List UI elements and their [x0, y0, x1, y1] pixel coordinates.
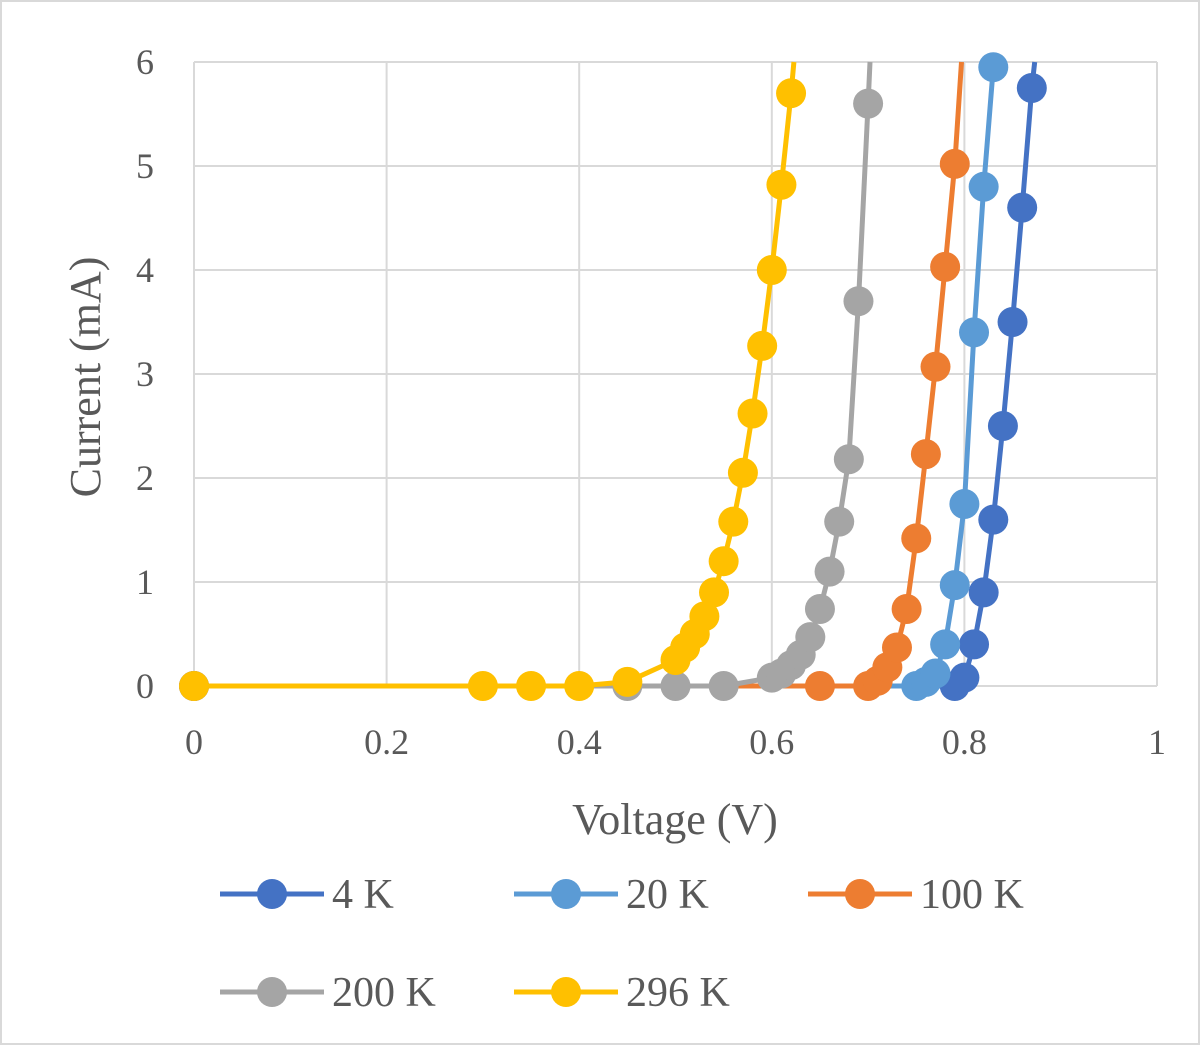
x-axis-title: Voltage (V) [572, 795, 778, 844]
data-point [727, 457, 758, 488]
series-296k [179, 61, 807, 701]
data-point [853, 88, 884, 119]
legend: 4 K 20 K 100 K 200 K 296 K [220, 872, 1024, 1016]
legend-label: 296 K [626, 970, 730, 1016]
x-tick-label: 0.2 [364, 722, 409, 762]
data-point [699, 577, 730, 608]
data-point [747, 330, 778, 361]
series-20k [179, 52, 1009, 701]
data-point [795, 622, 826, 653]
y-tick-label: 4 [136, 250, 154, 290]
data-point [564, 671, 595, 701]
data-point [949, 489, 980, 519]
x-tick-label: 0.8 [942, 722, 987, 762]
data-point [766, 169, 797, 200]
data-point [959, 629, 990, 660]
data-point [968, 171, 999, 202]
y-tick-label: 5 [136, 146, 154, 186]
data-point [843, 286, 874, 317]
data-point [901, 523, 932, 554]
data-point [939, 148, 970, 179]
legend-marker [257, 977, 287, 1007]
plot-series [179, 52, 1047, 701]
data-point [1016, 73, 1047, 103]
x-tick-label: 0.6 [749, 722, 794, 762]
series-4k [179, 61, 1047, 701]
data-point [920, 351, 951, 382]
data-point [824, 506, 855, 537]
y-axis-title: Current (mA) [61, 257, 110, 498]
legend-label: 200 K [332, 970, 436, 1016]
legend-entry: 4 K [220, 872, 394, 918]
x-tick-label: 0.4 [557, 722, 602, 762]
data-point [689, 601, 720, 632]
data-point [718, 506, 749, 537]
data-point [708, 546, 739, 577]
data-point [920, 658, 951, 689]
data-point [968, 577, 999, 608]
data-point [978, 52, 1009, 83]
data-point [997, 307, 1028, 337]
y-tick-label: 1 [136, 562, 154, 602]
data-point [804, 594, 835, 625]
data-point [939, 570, 970, 601]
y-tick-labels: 0 1 2 3 4 5 6 [136, 42, 154, 706]
data-point [978, 504, 1009, 535]
data-point [814, 556, 845, 587]
legend-entry: 296 K [514, 970, 730, 1016]
legend-marker [257, 879, 287, 909]
legend-label: 4 K [332, 872, 394, 918]
series-200k [179, 61, 884, 701]
legend-marker [551, 879, 581, 909]
y-tick-label: 0 [136, 666, 154, 706]
data-point [708, 671, 739, 701]
y-tick-label: 6 [136, 42, 154, 82]
x-tick-labels: 0 0.2 0.4 0.6 0.8 1 [185, 722, 1166, 762]
data-point [833, 444, 864, 475]
legend-entry: 100 K [808, 872, 1024, 918]
data-point [516, 671, 547, 701]
data-point [737, 398, 768, 429]
legend-entry: 20 K [514, 872, 709, 918]
y-tick-label: 3 [136, 354, 154, 394]
data-point [804, 671, 835, 701]
data-point [930, 251, 961, 282]
legend-label: 20 K [626, 872, 709, 918]
data-point [660, 671, 691, 701]
legend-marker [845, 879, 875, 909]
data-point [949, 662, 980, 693]
grid-lines [193, 61, 1158, 687]
legend-label: 100 K [920, 872, 1024, 918]
data-point [910, 439, 941, 470]
x-tick-label: 1 [1148, 722, 1166, 762]
legend-marker [551, 977, 581, 1007]
data-point [1007, 192, 1038, 223]
data-point [959, 317, 990, 348]
data-point [930, 629, 961, 660]
data-point [756, 255, 787, 285]
data-point [179, 671, 209, 701]
data-point [987, 411, 1018, 441]
legend-entry: 200 K [220, 970, 436, 1016]
y-tick-label: 2 [136, 458, 154, 498]
data-point [776, 78, 807, 109]
data-point [881, 632, 912, 663]
x-tick-label: 0 [185, 722, 203, 762]
data-point [467, 671, 498, 701]
data-point [612, 666, 643, 697]
data-point [891, 594, 922, 625]
